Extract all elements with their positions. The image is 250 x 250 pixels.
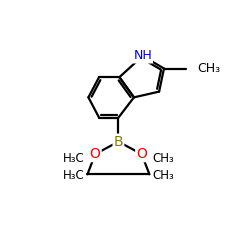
Text: CH₃: CH₃ bbox=[197, 62, 220, 75]
Text: CH₃: CH₃ bbox=[152, 152, 174, 164]
Text: CH₃: CH₃ bbox=[152, 169, 174, 182]
Text: NH: NH bbox=[133, 50, 152, 62]
Text: H₃C: H₃C bbox=[63, 152, 84, 164]
Text: H₃C: H₃C bbox=[63, 169, 84, 182]
Text: B: B bbox=[114, 135, 123, 149]
Text: O: O bbox=[90, 147, 101, 161]
Text: O: O bbox=[136, 147, 147, 161]
